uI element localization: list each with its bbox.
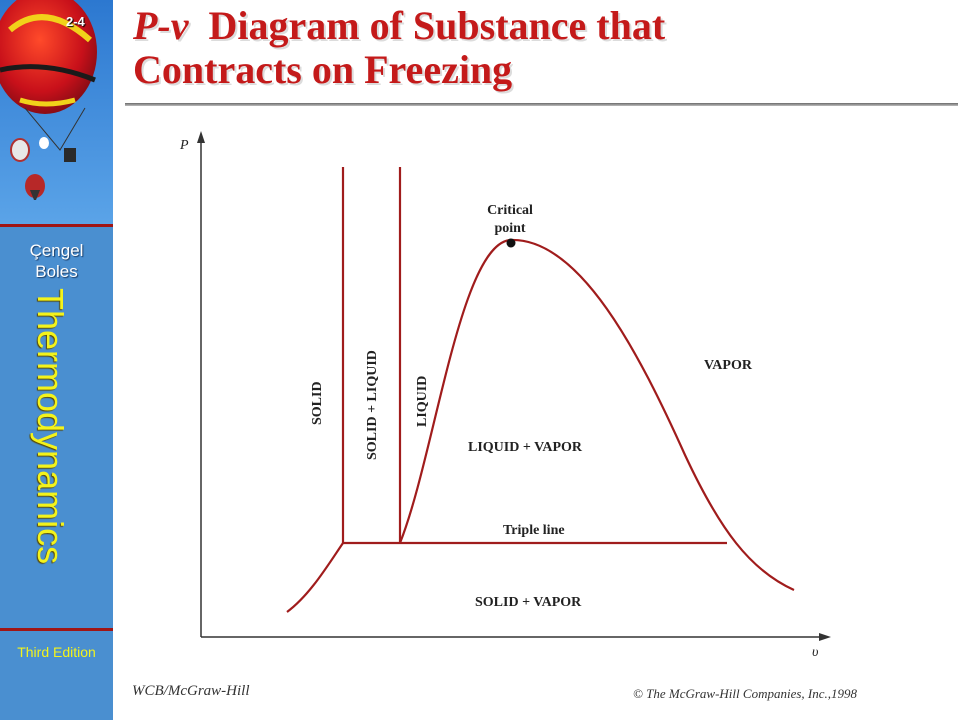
pv-diagram: P υ Critical point SOLID SOLID + LIQUID … <box>179 131 831 660</box>
y-axis-label: P <box>179 138 189 153</box>
sublimation-curve <box>286 542 344 613</box>
author-name: Çengel <box>29 241 84 260</box>
y-axis-arrow-icon <box>197 131 205 143</box>
x-axis-arrow-icon <box>819 633 831 641</box>
critical-point-marker <box>506 238 516 248</box>
title-symbol: P-v <box>133 3 189 48</box>
publisher-footer: WCB/McGraw-Hill <box>132 683 250 699</box>
author-name: Boles <box>35 262 78 281</box>
title-line2: Contracts on Freezing <box>133 47 513 92</box>
copyright-footer: © The McGraw-Hill Companies, Inc.,1998 <box>633 686 857 701</box>
hot-air-balloon-image <box>0 0 113 226</box>
triple-line-label: Triple line <box>503 523 565 538</box>
title-line1: Diagram of Substance that <box>208 3 666 48</box>
critical-point-label: point <box>494 221 525 236</box>
title-underline <box>125 103 958 106</box>
sidebar-divider <box>0 224 113 227</box>
saturation-dome-curve <box>398 238 795 592</box>
subject-part: dynamics <box>30 412 71 565</box>
solid-vapor-region-label: SOLID + VAPOR <box>475 595 582 610</box>
sidebar-divider <box>0 628 113 631</box>
liquid-vapor-region-label: LIQUID + VAPOR <box>468 440 583 455</box>
critical-point-label: Critical <box>487 203 533 218</box>
slide-number: 2-4 <box>66 14 85 29</box>
solid-region-label: SOLID <box>310 381 325 425</box>
subject-title: Thermodynamics <box>30 288 71 618</box>
solid-liquid-region-label: SOLID + LIQUID <box>365 350 380 460</box>
vapor-region-label: VAPOR <box>704 358 753 373</box>
slide-title: P-v Diagram of Substance that Contracts … <box>133 4 665 92</box>
edition: Third Edition <box>17 644 96 660</box>
sidebar: 2-4 Çengel Boles Thermodynamics Third Ed… <box>0 0 113 720</box>
authors: Çengel Boles <box>0 240 113 282</box>
x-axis-label: υ <box>812 645 818 660</box>
liquid-region-label: LIQUID <box>415 376 430 427</box>
subject-part: Thermo <box>30 288 71 413</box>
